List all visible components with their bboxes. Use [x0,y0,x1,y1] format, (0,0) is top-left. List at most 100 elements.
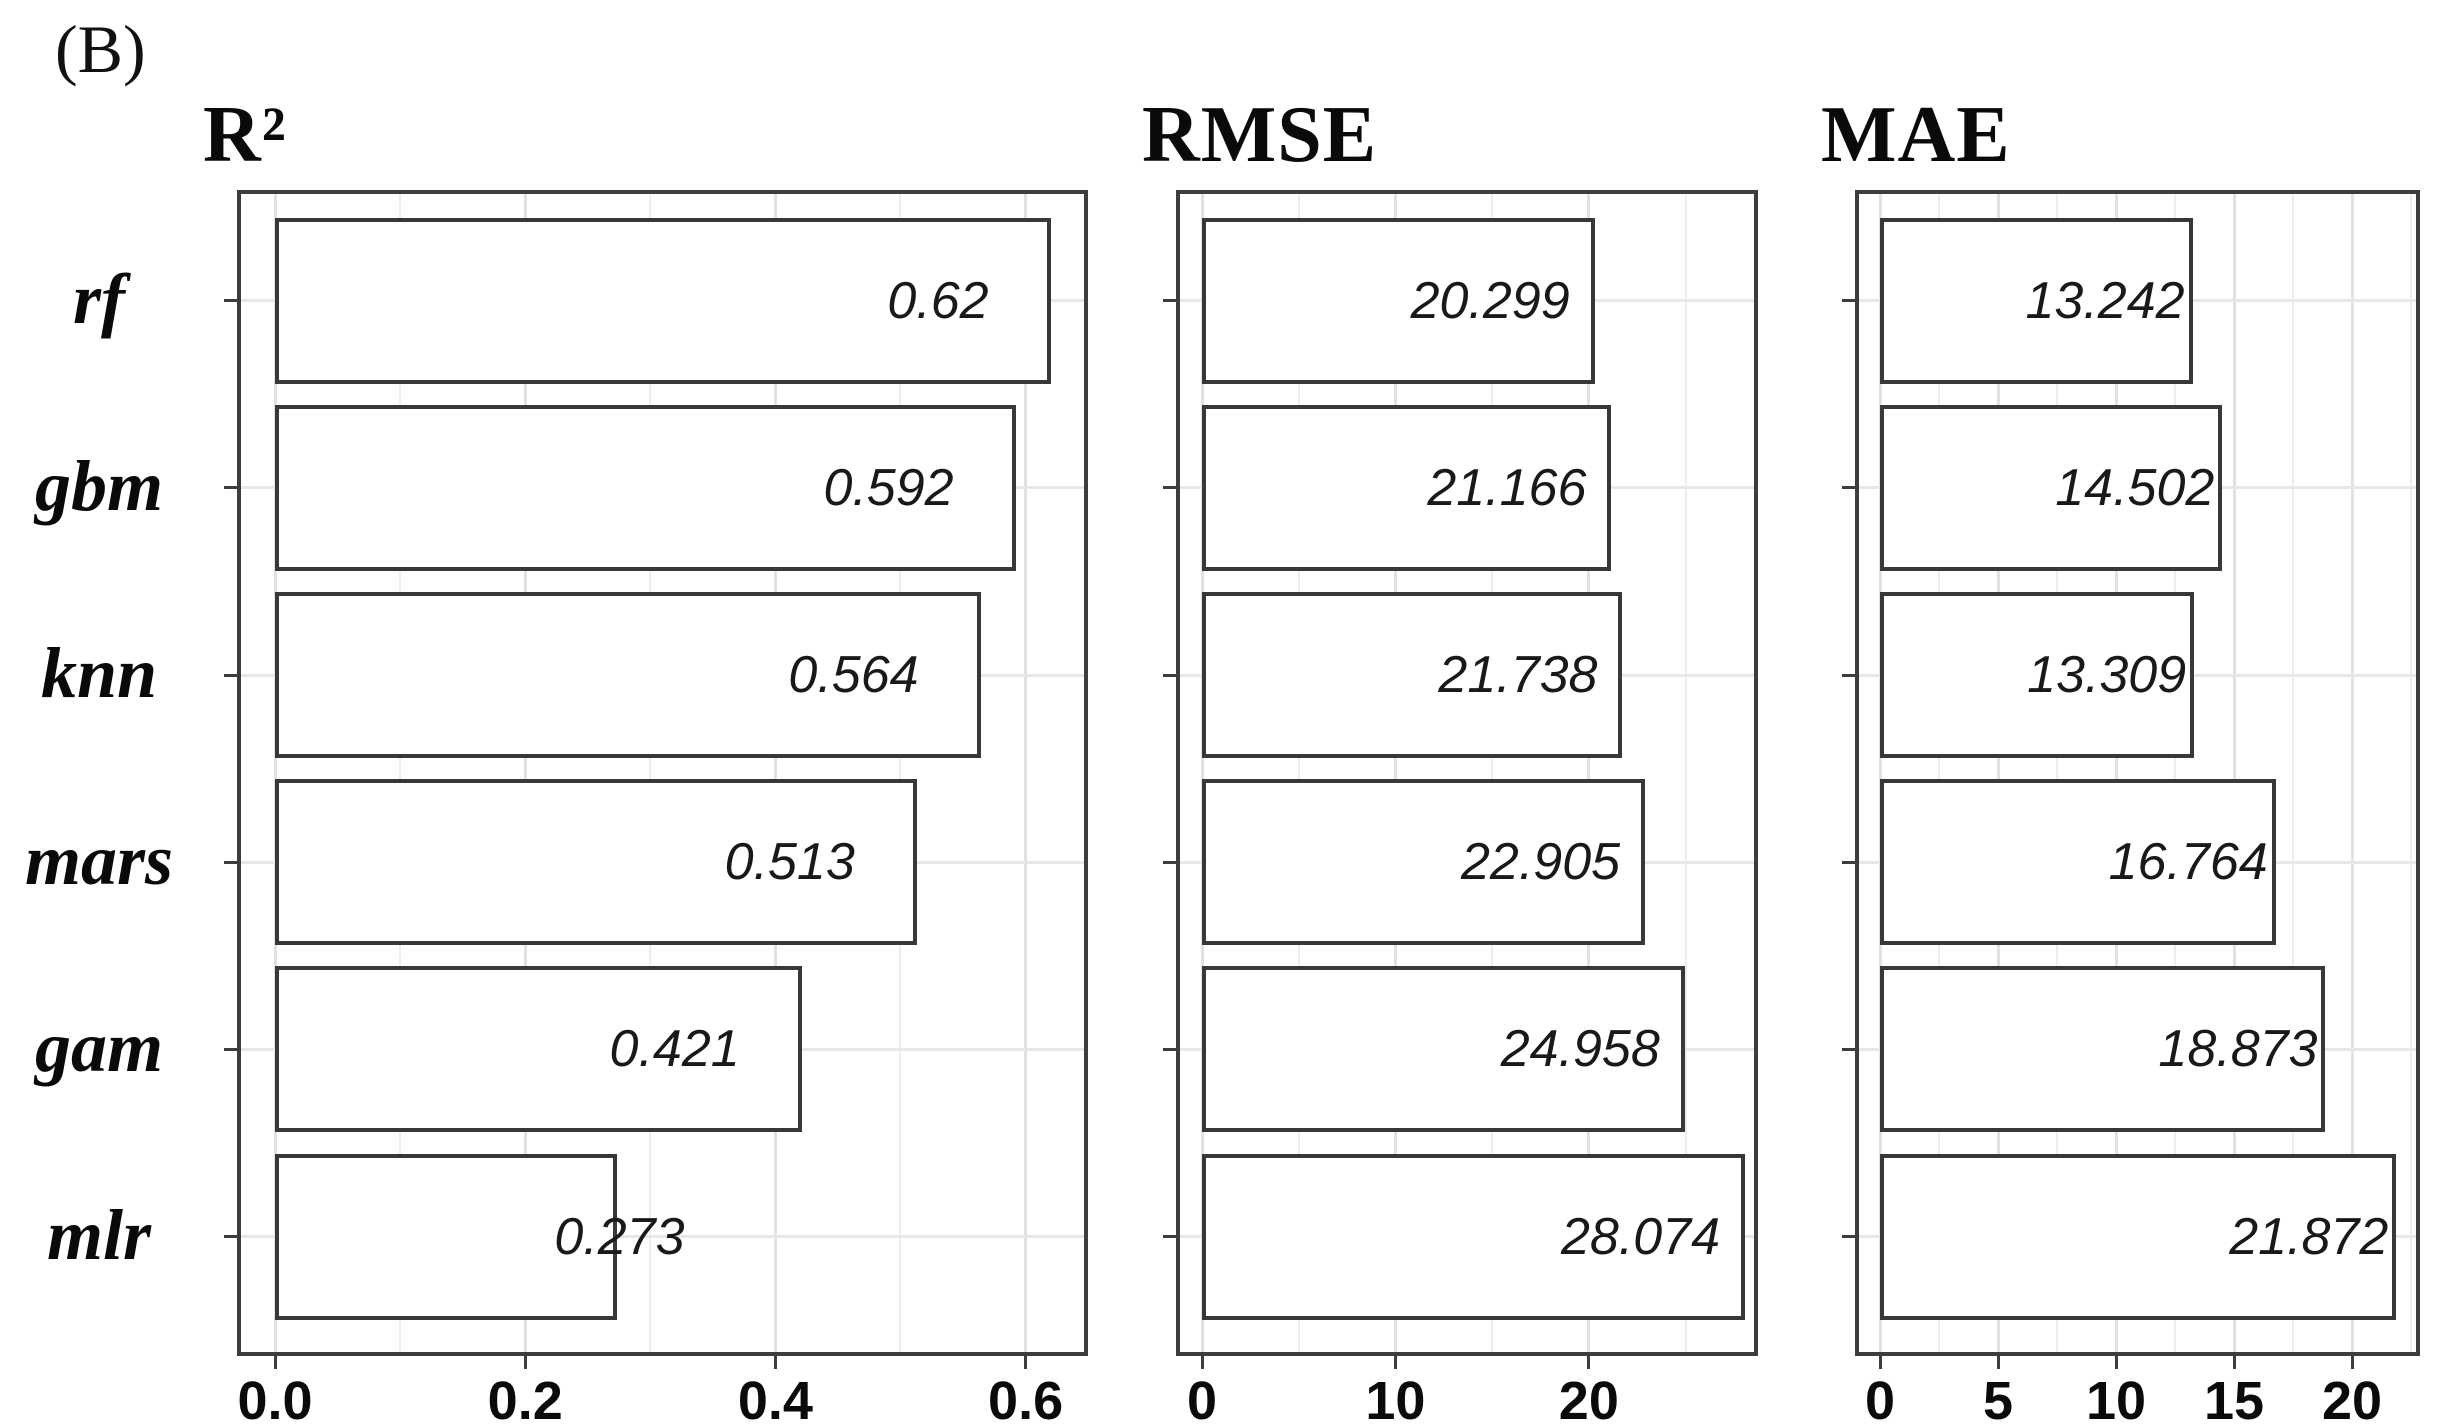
major-gridline [1878,194,1882,1352]
y-axis-label-gbm: gbm [34,445,163,526]
y-axis-tick [1842,673,1855,677]
major-gridline [1996,194,2000,1352]
x-tick-label: 0 [1187,1371,1218,1426]
x-tick-label: 0.4 [737,1371,813,1426]
x-axis-tick [1587,1356,1591,1369]
x-axis-tick [2232,1356,2236,1369]
x-axis-tick [1024,1356,1028,1369]
y-axis-tick [224,1235,237,1239]
y-axis-tick [1842,1235,1855,1239]
x-tick-label: 15 [2203,1371,2265,1426]
bar-gbm [1880,404,2223,571]
bar-value-label: 20.299 [1410,271,1570,330]
bar-value-label: 0.273 [554,1207,685,1266]
panel-title-mae: MAE [1821,91,2011,179]
major-gridline [1393,194,1397,1352]
y-axis-label-mlr: mlr [46,1194,152,1275]
bar-mlr [275,1153,617,1320]
x-tick-label: 0.6 [988,1371,1064,1426]
x-tick-label: 20 [1558,1371,1619,1426]
bar-mlr [1880,1153,2397,1320]
x-tick-label: 10 [1365,1371,1426,1426]
panel-rmse: RMSE 20.299 21.166 21.738 22.905 24.958 28.07… [1142,91,1758,1426]
minor-gridline [399,194,402,1352]
bar-value-label: 21.738 [1438,646,1598,704]
major-gridline [273,194,277,1352]
bar-value-label: 0.421 [609,1020,740,1079]
x-axis-tick [1878,1356,1882,1369]
y-axis-tick [1842,486,1855,490]
major-gridline [523,194,527,1352]
x-axis-tick [1996,1356,2000,1369]
major-gridline [773,194,777,1352]
y-axis-tick [1163,299,1176,303]
minor-gridline [1938,194,1940,1352]
x-axis-tick [523,1356,527,1369]
minor-gridline [2410,194,2413,1352]
bar-knn [275,592,981,758]
y-axis-tick [224,673,237,677]
y-axis-tick [1163,860,1176,864]
x-axis-tick [1393,1356,1397,1369]
minor-gridline [2056,194,2059,1352]
x-axis-tick [273,1356,277,1369]
minor-gridline [2174,194,2177,1352]
x-axis-tick [773,1356,777,1369]
major-gridline [2114,194,2118,1352]
y-axis-tick [1842,1047,1855,1051]
x-tick-label: 20 [2321,1371,2383,1426]
y-axis-tick [1163,486,1176,490]
bar-value-label: 21.166 [1427,458,1587,517]
bar-value-label: 0.592 [823,458,954,517]
bar-value-label: 22.905 [1460,833,1621,892]
x-axis-tick [1200,1356,1204,1369]
y-axis-label-gam: gam [34,1007,163,1088]
y-axis-label-mars: mars [24,820,174,901]
bar-value-label: 21.872 [2229,1207,2389,1266]
bar-value-label: 0.564 [788,646,919,704]
x-tick-label: 10 [2085,1371,2147,1426]
y-axis-tick [1842,860,1855,864]
minor-gridline [1684,194,1687,1352]
major-gridline [2350,194,2354,1352]
row-gridline [241,1235,1084,1239]
minor-gridline [1297,194,1300,1352]
panel-title-rmse: RMSE [1142,91,1378,179]
minor-gridline [899,194,902,1352]
bar-value-label: 28.074 [1560,1207,1720,1266]
bar-value-label: 18.873 [2158,1020,2318,1079]
bar-value-label: 14.502 [2055,458,2215,517]
bar-knn [1880,592,2195,758]
y-axis-tick [224,1047,237,1051]
major-gridline [1024,194,1028,1352]
minor-gridline [2292,194,2295,1352]
y-axis-tick [1163,673,1176,677]
y-axis-tick [1163,1235,1176,1239]
bar-gam [275,966,802,1133]
y-axis-label-rf: rf [73,258,125,339]
y-axis-tick [224,860,237,864]
bar-value-label: 13.309 [2027,646,2187,704]
x-tick-label: 0 [1864,1371,1896,1426]
x-tick-label: 5 [1982,1371,2014,1426]
major-gridline [2232,194,2236,1352]
bar-rf [1202,217,1595,384]
bar-value-label: 16.764 [2108,833,2268,892]
bar-value-label: 24.958 [1500,1020,1660,1079]
y-axis-tick [224,486,237,490]
major-gridline [1587,194,1591,1352]
bar-gam [1202,966,1685,1133]
y-axis-tick [1163,1047,1176,1051]
bar-mlr [1202,1153,1745,1320]
panel-r2: R² 0.62 0.592 0.564 0.513 0.421 0.273 0.0 0.2 0.… [203,91,1088,1426]
bar-gbm [1202,404,1612,571]
x-axis-tick [2350,1356,2354,1369]
minor-gridline [649,194,652,1352]
bar-value-label: 0.513 [724,833,855,892]
bar-mars [1880,779,2276,946]
bar-knn [1202,592,1623,758]
bar-value-label: 13.242 [2025,271,2185,330]
y-axis-tick [224,299,237,303]
bar-rf [1880,217,2193,384]
